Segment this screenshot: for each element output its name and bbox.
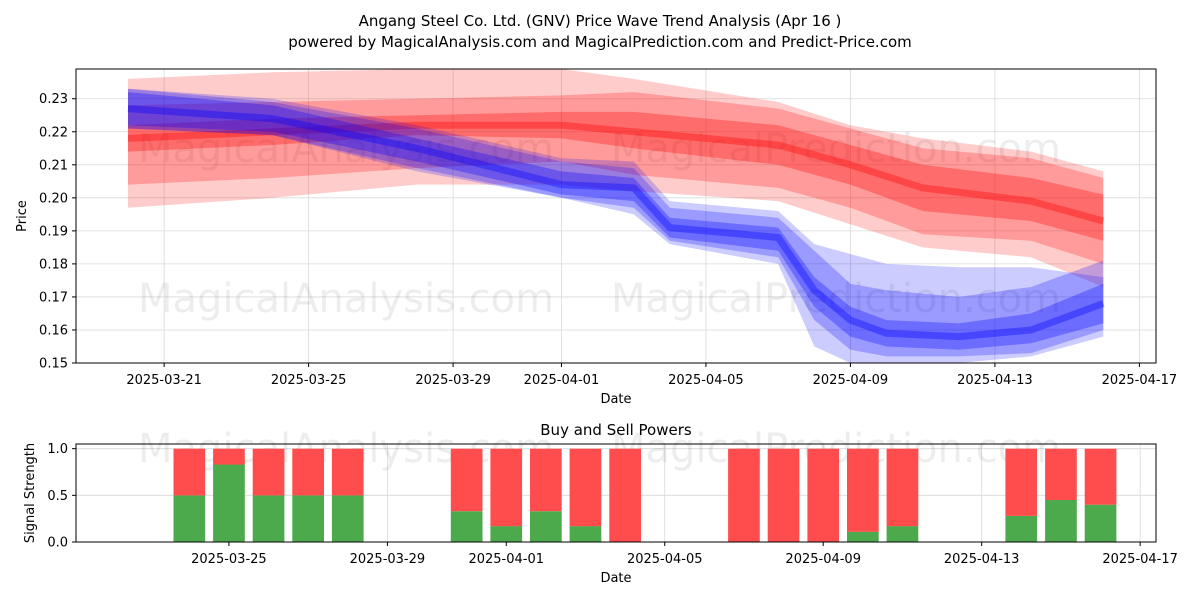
sell-bar [490, 448, 523, 527]
price-x-tick-label: 2025-04-09 [813, 373, 889, 388]
blue-wave-band-2 [128, 88, 1104, 364]
watermark-top-right: MagicalPrediction.com [611, 126, 1061, 172]
buy-bar [1045, 500, 1077, 542]
price-grid [76, 69, 1156, 364]
power-x-tick-label: 2025-03-29 [350, 552, 426, 567]
buy-bar [569, 526, 602, 542]
watermark-mid-left: MagicalAnalysis.com [138, 276, 554, 322]
power-bars [173, 448, 1117, 542]
price-y-ticks: 0.15 0.16 0.17 0.18 0.19 0.20 0.21 0.22 0.23 [39, 92, 76, 372]
sell-bar [569, 448, 602, 527]
sell-bar [252, 448, 285, 496]
sell-bar [213, 448, 245, 465]
sell-bar [807, 448, 840, 542]
power-x-tick-label: 2025-04-05 [627, 552, 703, 567]
sell-bar [1005, 448, 1038, 516]
power-x-tick-label: 2025-03-25 [191, 552, 267, 567]
price-x-tick-label: 2025-03-25 [271, 373, 347, 388]
power-x-tick-label: 2025-04-01 [468, 552, 544, 567]
price-bands [127, 69, 1105, 364]
price-x-axis-label: Date [600, 392, 631, 407]
buy-bar [886, 526, 919, 542]
price-y-tick-label: 0.16 [39, 323, 68, 338]
buy-bar [292, 495, 324, 542]
price-y-tick-label: 0.17 [39, 290, 68, 305]
power-y-axis-label: Signal Strength [23, 443, 38, 543]
power-x-tick-label: 2025-04-17 [1102, 552, 1178, 567]
power-y-tick-label: 1.0 [47, 442, 68, 457]
power-chart-panel: Buy and Sell Powers MagicalAnalysis.com … [23, 421, 1178, 586]
price-chart-panel: MagicalAnalysis.com MagicalPrediction.co… [15, 68, 1177, 407]
sell-bar [847, 448, 879, 532]
power-x-ticks: 2025-03-25 2025-03-29 2025-04-01 2025-04-05… [191, 542, 1178, 567]
red-wave-band-1 [128, 92, 1104, 264]
price-x-tick-label: 2025-04-01 [524, 373, 600, 388]
price-x-tick-label: 2025-03-21 [126, 373, 202, 388]
figure-title-line1: Angang Steel Co. Ltd. (GNV) Price Wave T… [359, 12, 842, 30]
sell-bar [886, 448, 919, 527]
price-y-tick-label: 0.18 [39, 257, 68, 272]
sell-bar [1084, 448, 1117, 505]
blue-wave-center-line [127, 105, 1105, 341]
buy-bar [1005, 515, 1038, 542]
buy-bar [1084, 504, 1117, 542]
power-chart-title: Buy and Sell Powers [540, 421, 692, 439]
price-y-tick-label: 0.22 [39, 125, 68, 140]
buy-bar [530, 511, 562, 542]
buy-bar [450, 511, 483, 542]
sell-bar [728, 448, 760, 542]
price-y-tick-label: 0.15 [39, 357, 68, 372]
buy-bar [252, 495, 285, 542]
blue-wave-band-1 [128, 88, 1104, 357]
price-x-tick-label: 2025-04-13 [957, 373, 1033, 388]
buy-bar [173, 495, 206, 542]
sell-bar [767, 448, 800, 542]
sell-bar [173, 448, 206, 496]
watermark-mid-right: MagicalPrediction.com [611, 276, 1061, 322]
power-y-ticks: 0.0 0.5 1.0 [47, 442, 76, 551]
buy-bar [490, 526, 523, 542]
buy-bar [213, 464, 245, 542]
buy-bar [331, 495, 364, 542]
red-wave-center-line [127, 121, 1105, 225]
watermark-top-left: MagicalAnalysis.com [138, 126, 554, 172]
price-watermarks: MagicalAnalysis.com MagicalPrediction.co… [138, 126, 1061, 322]
price-x-tick-label: 2025-04-05 [668, 373, 744, 388]
buy-bar [847, 531, 879, 542]
sell-bar [609, 448, 641, 542]
price-x-tick-label: 2025-04-17 [1102, 373, 1178, 388]
price-y-axis-label: Price [15, 200, 30, 232]
sell-bar [450, 448, 483, 512]
price-y-tick-label: 0.20 [39, 191, 68, 206]
price-y-tick-label: 0.23 [39, 92, 68, 107]
sell-bar [530, 448, 562, 512]
power-x-tick-label: 2025-04-13 [944, 552, 1020, 567]
price-plot-frame [75, 68, 1157, 364]
power-plot-frame [75, 443, 1157, 543]
sell-bar [292, 448, 324, 496]
power-x-axis-label: Date [600, 571, 631, 586]
price-x-ticks: 2025-03-21 2025-03-25 2025-03-29 2025-04-01… [126, 363, 1177, 388]
sell-bar [331, 448, 364, 496]
power-y-tick-label: 0.0 [47, 536, 68, 551]
power-y-tick-label: 0.5 [47, 489, 68, 504]
sell-bar [1045, 448, 1077, 500]
power-x-tick-label: 2025-04-09 [785, 552, 861, 567]
price-y-tick-label: 0.19 [39, 224, 68, 239]
blue-wave-band-0 [128, 92, 1104, 350]
red-wave-band-2 [128, 69, 1104, 287]
price-x-tick-label: 2025-03-29 [415, 373, 491, 388]
red-wave-band-0 [128, 111, 1104, 241]
figure-title-line2: powered by MagicalAnalysis.com and Magic… [288, 33, 912, 51]
price-y-tick-label: 0.21 [39, 158, 68, 173]
